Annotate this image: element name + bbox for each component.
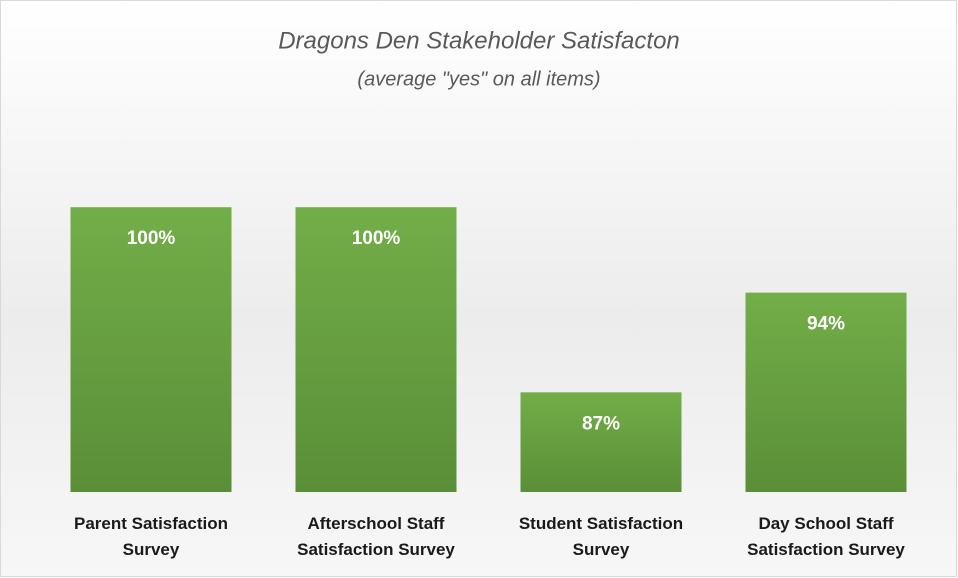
bar	[745, 292, 907, 492]
data-label: 87%	[582, 413, 620, 434]
data-label: 100%	[127, 228, 176, 249]
data-label: 94%	[807, 314, 845, 335]
chart-title: Dragons Den Stakeholder Satisfacton	[278, 27, 680, 54]
bar	[295, 207, 457, 492]
chart-subtitle: (average "yes" on all items)	[357, 68, 600, 90]
bar	[520, 392, 682, 492]
x-tick-label: Day School Staff Satisfaction Survey	[747, 514, 905, 559]
x-tick-label: Afterschool Staff Satisfaction Survey	[297, 514, 455, 559]
x-tick-label: Student Satisfaction Survey	[518, 514, 684, 559]
data-label: 100%	[352, 228, 401, 249]
bar	[70, 207, 232, 492]
x-tick-label: Parent Satisfaction Survey	[74, 514, 228, 559]
